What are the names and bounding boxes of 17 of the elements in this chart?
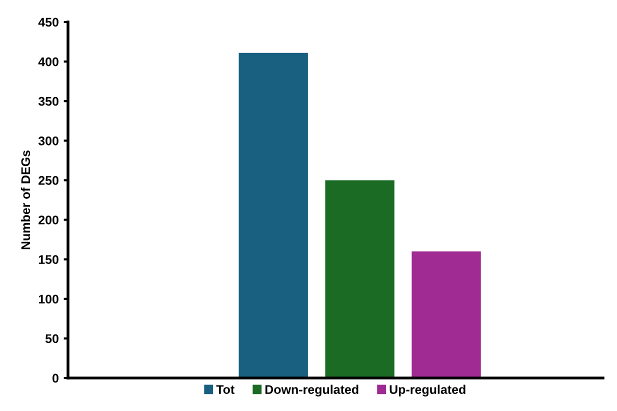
legend-label: Up-regulated [390, 384, 466, 396]
bar [238, 52, 308, 378]
y-tick-label: 350 [38, 96, 58, 106]
y-tick-label: 450 [38, 18, 58, 27]
y-tick-label: 250 [38, 176, 58, 185]
y-tick-label: 200 [38, 216, 58, 224]
y-tick-label: 100 [38, 294, 58, 304]
bar [412, 251, 481, 378]
legend-label: Down-regulated [265, 384, 358, 396]
y-tick-label: 300 [38, 136, 58, 146]
bar [325, 180, 394, 378]
legend-label: Tot [216, 385, 234, 394]
y-tick-label: 150 [38, 255, 58, 264]
y-tick-label: 0 [52, 374, 58, 383]
y-tick-label: 400 [38, 57, 58, 66]
y-axis-title: Number of DEGs [20, 150, 30, 250]
y-tick-label: 50 [45, 334, 58, 344]
